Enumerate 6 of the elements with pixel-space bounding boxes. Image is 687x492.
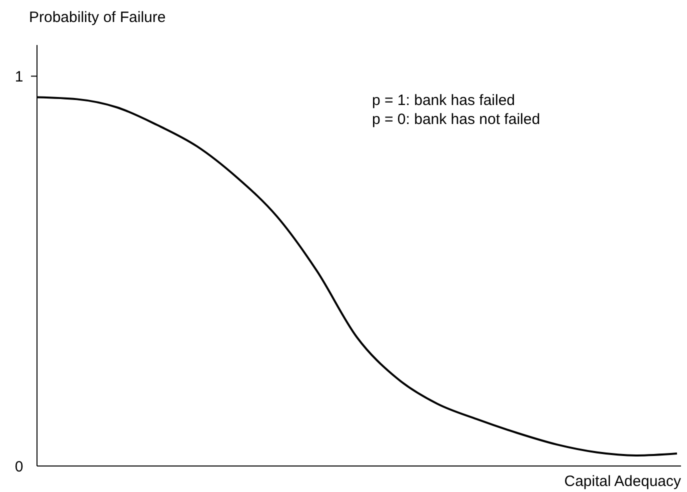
annotation: p = 0: bank has not failed — [372, 111, 540, 128]
x-axis-title: Capital Adequacy — [564, 473, 682, 490]
y-tick-label: 1 — [14, 68, 24, 86]
annotation: p = 1: bank has failed — [372, 92, 516, 109]
y-axis-title: Probability of Failure — [29, 9, 166, 26]
y-tick-label: 0 — [14, 458, 24, 476]
